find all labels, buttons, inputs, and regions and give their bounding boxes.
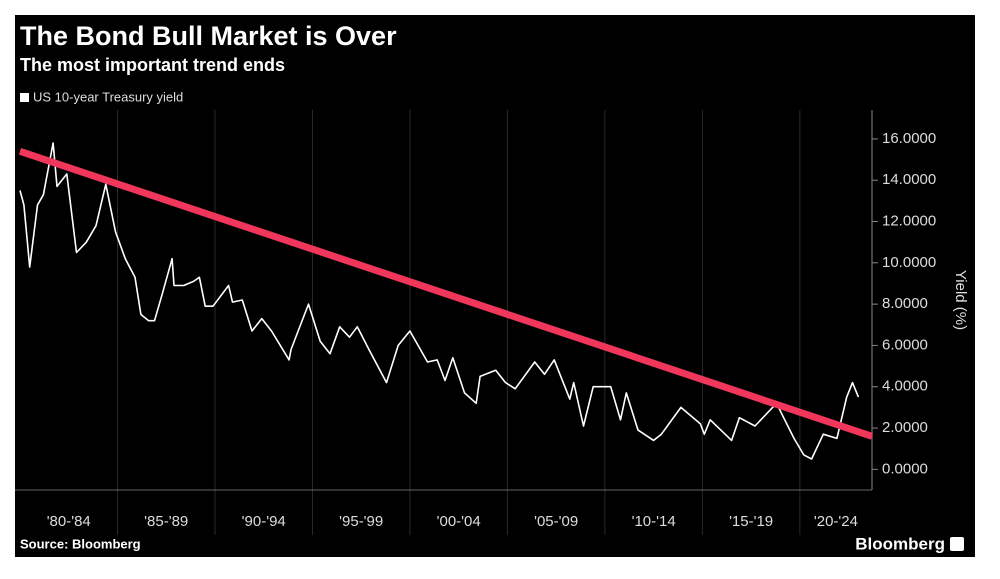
y-tick-label: 0.0000: [882, 460, 928, 477]
y-tick-label: 2.0000: [882, 419, 928, 436]
chart-subtitle: The most important trend ends: [20, 55, 285, 75]
x-tick-label: '00-'04: [437, 513, 481, 530]
x-tick-label: '80-'84: [47, 513, 91, 530]
y-axis-label: Yield (%): [952, 270, 969, 330]
x-tick-label: '85-'89: [144, 513, 188, 530]
y-tick-label: 16.0000: [882, 130, 936, 147]
brand-icon: [950, 537, 964, 551]
chart-title: The Bond Bull Market is Over: [20, 21, 397, 51]
y-tick-label: 4.0000: [882, 378, 928, 395]
source: Source: Bloomberg: [20, 536, 141, 551]
y-tick-label: 6.0000: [882, 336, 928, 353]
x-tick-label: '10-'14: [632, 513, 676, 530]
brand: Bloomberg: [855, 534, 945, 553]
x-tick-label: '20-'24: [814, 513, 858, 530]
x-tick-label: '95-'99: [339, 513, 383, 530]
y-tick-label: 8.0000: [882, 295, 928, 312]
x-tick-label: '05-'09: [534, 513, 578, 530]
y-tick-label: 12.0000: [882, 212, 936, 229]
legend-swatch: [20, 93, 29, 102]
trend-line: [18, 147, 874, 440]
data-line: [19, 142, 860, 460]
y-tick-label: 10.0000: [882, 254, 936, 271]
x-tick-label: '15-'19: [729, 513, 773, 530]
legend-label: US 10-year Treasury yield: [33, 89, 183, 104]
y-tick-label: 14.0000: [882, 171, 936, 188]
x-tick-label: '90-'94: [242, 513, 286, 530]
